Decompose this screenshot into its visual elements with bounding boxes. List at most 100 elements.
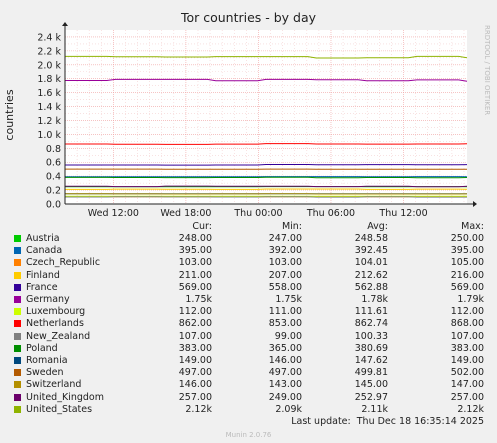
legend-value-max: 216.00 [450,269,484,281]
series-line-united-kingdom [65,185,468,188]
y-tick-label: 0.6 [46,158,61,169]
plot-area [65,30,467,204]
legend-value-max: 502.00 [450,367,484,379]
y-axis-arrow [62,22,68,26]
legend-color-swatch [14,393,21,401]
legend-series-name: Sweden [26,367,64,379]
legend-col-min: Min: [281,221,302,232]
legend-value-cur: 107.00 [178,330,212,342]
legend-value-max: 1.79k [457,294,484,305]
legend-series-name: Finland [26,269,60,281]
legend-value-min: 2.09k [275,403,302,415]
legend-value-max: 147.00 [450,379,484,391]
legend-value-min: 247.00 [268,233,302,244]
legend-value-avg: 212.62 [354,269,388,281]
legend-row: United_Kingdom 257.00 249.00 252.97 257.00 [0,392,497,404]
x-tick-label: Thu 00:00 [233,208,282,219]
legend-color-swatch [14,283,21,291]
series-line-united-states [65,55,468,59]
legend-value-cur: 383.00 [178,342,212,354]
legend-row: New_Zealand 107.00 99.00 100.33 107.00 [0,331,497,343]
legend-row: Sweden 497.00 497.00 499.81 502.00 [0,367,497,379]
series-lines [65,55,468,198]
legend-value-cur: 146.00 [178,379,212,391]
legend-value-min: 103.00 [268,257,302,269]
legend-row: Canada 395.00 392.00 392.45 395.00 [0,245,497,257]
legend-value-avg: 499.81 [354,367,388,379]
grid-lines [65,30,467,204]
legend-value-max: 105.00 [450,257,484,269]
series-line-poland [65,176,468,179]
munin-version-footer: Munin 2.0.76 [225,431,272,439]
legend-series-name: France [26,281,58,293]
legend-value-cur: 103.00 [178,257,212,269]
legend-series-name: Czech_Republic [26,257,101,269]
y-tick-label: 0.2 [46,186,61,197]
y-tick-label: 1.0 k [37,130,61,141]
legend-color-swatch [14,259,21,267]
legend-value-cur: 211.00 [178,269,212,281]
legend-color-swatch [14,405,21,413]
legend-color-swatch [14,344,21,352]
legend-series-name: Netherlands [26,318,84,330]
legend-col-cur: Cur: [192,221,212,232]
legend-col-max: Max: [461,221,484,232]
legend-row: France 569.00 558.00 562.88 569.00 [0,282,497,294]
legend-color-swatch [14,308,21,316]
legend-series-name: Switzerland [26,379,82,391]
legend-series-name: Canada [26,245,63,257]
legend-value-min: 207.00 [268,269,302,281]
legend-value-cur: 862.00 [178,318,212,330]
legend-row: Germany 1.75k 1.75k 1.78k 1.79k [0,294,497,306]
legend-series-name: Luxembourg [26,306,86,318]
legend-value-max: 149.00 [450,355,484,366]
legend-value-max: 868.00 [450,318,484,330]
legend-color-swatch [14,235,21,242]
legend-col-avg: Avg: [367,221,388,232]
legend-color-swatch [14,332,21,340]
legend-value-min: 249.00 [268,391,302,403]
legend-value-avg: 145.00 [354,379,388,391]
legend-value-max: 107.00 [450,330,484,342]
legend-value-avg: 392.45 [354,245,388,257]
series-line-france [65,164,468,166]
legend-header-row: Cur: Min: Avg: Max: [0,221,497,233]
legend-value-avg: 100.33 [354,330,388,342]
legend-color-swatch [14,369,21,377]
legend-row: Romania 149.00 146.00 147.62 149.00 [0,355,497,367]
series-line-netherlands [65,143,468,145]
y-tick-label: 1.2 k [37,116,61,127]
legend-value-cur: 2.12k [185,403,212,415]
legend-color-swatch [14,296,21,303]
legend-value-cur: 149.00 [178,355,212,366]
y-axis-label: countries [3,89,16,140]
y-tick-label: 1.8 k [37,74,61,85]
legend-color-swatch [14,381,21,389]
legend-value-min: 1.75k [275,294,302,305]
legend-value-min: 365.00 [268,342,302,354]
x-tick-labels: Wed 12:00 Wed 18:00 Thu 00:00 Thu 06:00 Thu … [88,208,428,219]
last-update-text: Last update: Thu Dec 18 16:35:14 2025 [291,416,484,427]
legend-value-cur: 112.00 [178,306,212,318]
legend-value-avg: 104.01 [354,257,388,269]
legend-value-min: 146.00 [268,355,302,366]
legend-value-cur: 1.75k [185,294,212,305]
legend-value-avg: 862.74 [354,318,388,330]
legend-row: Luxembourg 112.00 111.00 111.61 112.00 [0,306,497,318]
legend-value-min: 558.00 [268,281,302,293]
legend-value-avg: 252.97 [354,391,388,403]
legend-value-min: 143.00 [268,379,302,391]
legend-series-name: Austria [26,233,60,244]
x-tick-label: Wed 18:00 [160,208,211,219]
x-axis-arrow [473,201,477,207]
y-tick-label: 0.8 [46,144,61,155]
legend-value-max: 257.00 [450,391,484,403]
legend-value-cur: 395.00 [178,245,212,257]
legend-value-min: 392.00 [268,245,302,257]
legend-value-min: 111.00 [268,306,302,318]
legend-series-name: United_States [26,403,93,415]
legend-row: Czech_Republic 103.00 103.00 104.01 105.00 [0,257,497,269]
legend-value-avg: 111.61 [354,306,388,318]
legend-color-swatch [14,271,21,279]
